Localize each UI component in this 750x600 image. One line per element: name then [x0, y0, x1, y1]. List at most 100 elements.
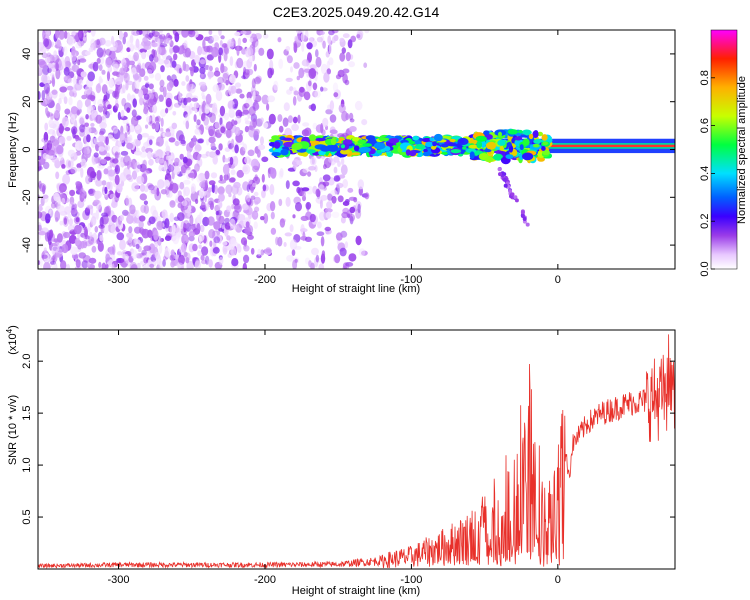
noise-blob [51, 255, 56, 262]
noise-blob [267, 95, 276, 103]
noise-blob [171, 60, 177, 68]
noise-blob [257, 248, 262, 256]
noise-blob [139, 193, 147, 201]
noise-blob [291, 123, 299, 131]
signal-blob [441, 151, 449, 155]
noise-blob [333, 166, 338, 174]
noise-blob [101, 84, 108, 95]
noise-blob [41, 90, 46, 101]
noise-blob [68, 234, 77, 244]
noise-blob [269, 184, 275, 195]
noise-blob [149, 73, 155, 79]
signal-blob [309, 134, 317, 142]
noise-blob [53, 238, 59, 243]
noise-blob [157, 179, 165, 189]
noise-blob [320, 86, 324, 92]
noise-blob [143, 43, 152, 50]
noise-blob [100, 158, 107, 164]
noise-blob [51, 77, 56, 88]
signal-blob [432, 141, 437, 147]
noise-blob [58, 97, 62, 105]
signal-blob [483, 130, 490, 136]
noise-blob [137, 133, 143, 141]
noise-blob [206, 54, 214, 61]
noise-blob [74, 82, 83, 91]
noise-blob [67, 78, 73, 84]
noise-blob [283, 102, 290, 112]
signal-band-core [550, 144, 675, 148]
noise-blob [122, 209, 129, 216]
noise-blob [154, 72, 162, 81]
signal-blob [528, 133, 534, 140]
noise-blob [250, 185, 255, 193]
signal-blob [499, 145, 504, 151]
noise-blob [172, 111, 177, 116]
noise-blob [226, 235, 231, 241]
noise-blob [73, 75, 77, 86]
noise-blob [245, 221, 250, 228]
noise-blob [123, 102, 132, 112]
noise-blob [73, 203, 78, 210]
noise-blob [236, 186, 243, 196]
noise-blob [71, 46, 76, 56]
noise-blob [169, 254, 175, 261]
noise-blob [284, 232, 292, 237]
noise-blob [139, 163, 147, 173]
noise-blob [106, 181, 111, 190]
noise-blob [95, 83, 102, 94]
noise-blob [324, 226, 332, 232]
signal-blob [541, 146, 546, 151]
noise-blob [262, 184, 267, 192]
noise-blob [243, 254, 250, 264]
noise-blob [196, 174, 201, 183]
noise-blob [320, 236, 325, 247]
noise-blob [183, 40, 188, 50]
noise-blob [97, 98, 105, 107]
noise-blob [224, 222, 231, 230]
noise-blob [141, 146, 146, 153]
noise-blob [64, 127, 71, 132]
signal-blob [280, 148, 289, 156]
noise-blob [308, 104, 313, 110]
noise-blob [135, 138, 141, 147]
signal-blob [506, 142, 512, 147]
noise-blob [70, 209, 78, 215]
noise-blob [131, 182, 140, 192]
noise-blob [300, 215, 309, 221]
noise-blob [213, 70, 221, 77]
noise-blob [229, 56, 234, 67]
noise-blob [178, 92, 182, 102]
noise-blob [85, 51, 91, 56]
signal-blob [484, 157, 494, 163]
noise-blob [291, 249, 296, 256]
noise-blob [131, 109, 137, 117]
noise-blob [267, 167, 271, 179]
noise-blob [308, 80, 312, 87]
noise-blob [165, 107, 169, 114]
noise-blob [344, 79, 350, 86]
noise-blob [114, 151, 119, 160]
noise-blob [75, 183, 84, 193]
noise-blob [267, 67, 273, 79]
noise-blob [141, 51, 147, 60]
noise-blob [248, 106, 256, 117]
noise-blob [157, 58, 165, 65]
noise-blob [126, 93, 131, 101]
snr-panel: -300 -200 -100 0 0.5 1.0 1.5 2.0 Height of str… [5, 325, 676, 597]
noise-blob [42, 30, 46, 40]
noise-blob [114, 174, 120, 186]
noise-blob [59, 184, 65, 194]
noise-blob [88, 231, 93, 240]
noise-blob [158, 164, 164, 172]
noise-blob [257, 144, 266, 151]
noise-blob [135, 64, 141, 73]
x-tick-label: -100 [400, 574, 422, 586]
noise-blob [230, 85, 237, 94]
noise-blob [194, 128, 199, 135]
noise-blob [234, 82, 242, 88]
noise-blob [164, 235, 172, 241]
noise-blob [185, 75, 190, 82]
noise-blob [185, 257, 190, 264]
noise-blob [98, 135, 105, 143]
noise-blob [342, 201, 350, 206]
